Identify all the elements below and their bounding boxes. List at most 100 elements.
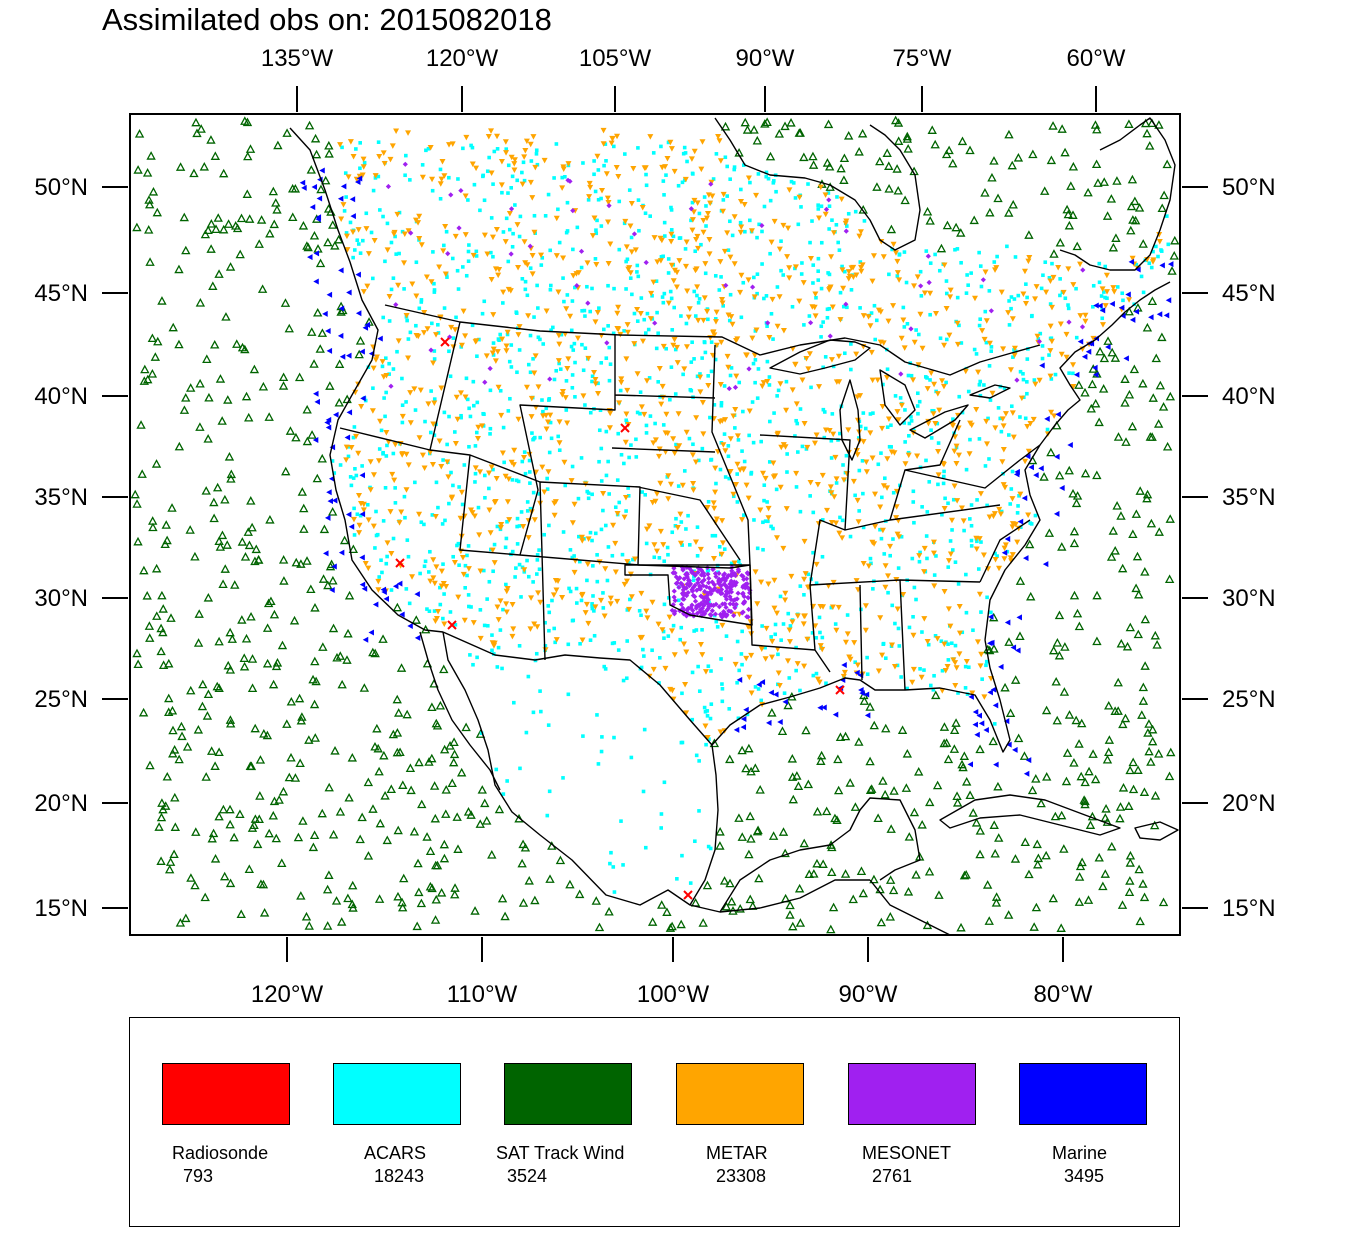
acars-marker (657, 556, 662, 560)
mesonet-marker (712, 611, 719, 617)
acars-marker (857, 509, 861, 513)
acars-marker (936, 482, 940, 487)
metar-marker (769, 296, 776, 303)
sat-track-wind-marker (799, 152, 809, 162)
sat-track-wind-marker (1150, 790, 1161, 800)
acars-marker (485, 623, 490, 628)
acars-marker (531, 580, 535, 584)
acars-marker (779, 239, 783, 243)
mesonet-marker (732, 384, 739, 391)
acars-marker (1015, 511, 1020, 515)
acars-marker (782, 691, 787, 695)
acars-marker (545, 813, 550, 818)
metar-marker (1014, 539, 1021, 546)
acars-marker (642, 654, 646, 658)
sat-track-wind-marker (984, 916, 994, 925)
metar-marker (745, 175, 752, 181)
sat-track-wind-marker (991, 898, 1002, 907)
sat-track-wind-marker (1031, 902, 1042, 912)
sat-track-wind-marker (402, 709, 412, 719)
sat-track-wind-marker (223, 395, 233, 404)
metar-marker (792, 264, 799, 270)
acars-marker (969, 544, 974, 548)
acars-marker (713, 274, 718, 278)
acars-marker (596, 168, 601, 172)
metar-marker (524, 262, 531, 268)
sat-track-wind-marker (219, 871, 230, 881)
metar-marker (492, 358, 499, 364)
metar-marker (438, 568, 445, 575)
marine-marker (323, 550, 329, 557)
acars-marker (467, 243, 471, 247)
metar-marker (794, 613, 801, 619)
mesonet-marker (741, 593, 747, 600)
metar-marker (919, 345, 926, 352)
acars-marker (700, 356, 704, 360)
sat-track-wind-marker (198, 679, 208, 689)
metar-marker (451, 560, 458, 566)
acars-marker (669, 205, 673, 210)
marine-marker (1123, 355, 1129, 362)
acars-marker (588, 309, 593, 314)
sat-track-wind-marker (294, 372, 305, 382)
metar-marker (976, 536, 983, 542)
sat-track-wind-marker (889, 786, 899, 795)
acars-marker (532, 213, 537, 218)
acars-marker (821, 407, 826, 412)
acars-marker (984, 340, 989, 345)
acars-marker (599, 196, 603, 201)
acars-marker (408, 178, 412, 182)
metar-marker (372, 173, 379, 179)
sat-track-wind-marker (164, 693, 174, 703)
metar-marker (1002, 411, 1009, 417)
acars-marker (753, 380, 757, 385)
sat-track-wind-marker (262, 730, 273, 740)
marine-marker (1013, 471, 1020, 478)
sat-track-wind-marker (145, 257, 155, 266)
sat-track-wind-marker (497, 893, 508, 903)
sat-track-wind-marker (1153, 419, 1164, 428)
sat-track-wind-marker (1074, 897, 1085, 906)
acars-marker (983, 464, 988, 468)
acars-marker (799, 205, 803, 209)
metar-marker (427, 145, 434, 151)
sat-track-wind-marker (317, 453, 327, 463)
sat-track-wind-marker (1080, 777, 1090, 787)
acars-marker (441, 458, 445, 462)
marine-marker (766, 719, 772, 726)
sat-track-wind-marker (1004, 129, 1014, 139)
acars-marker (451, 336, 456, 340)
sat-track-wind-marker (927, 125, 937, 134)
metar-marker (732, 661, 739, 668)
acars-marker (924, 249, 929, 253)
acars-marker (423, 559, 428, 564)
metar-marker (766, 334, 773, 341)
acars-marker (431, 250, 435, 254)
sat-track-wind-marker (307, 430, 317, 439)
mesonet-marker (980, 277, 986, 283)
metar-marker (461, 617, 468, 624)
acars-marker (429, 389, 433, 393)
metar-marker (934, 391, 941, 397)
acars-marker (629, 235, 634, 240)
acars-marker (676, 183, 681, 188)
metar-marker (490, 312, 497, 318)
acars-marker (560, 175, 565, 180)
acars-marker (508, 396, 512, 401)
sat-track-wind-marker (961, 869, 971, 879)
acars-marker (561, 276, 565, 280)
acars-marker (604, 429, 609, 434)
sat-track-wind-marker (237, 342, 248, 352)
sat-track-wind-marker (545, 874, 555, 883)
acars-marker (1156, 254, 1160, 259)
acars-marker (590, 604, 594, 609)
acars-marker (718, 467, 723, 472)
acars-marker (539, 709, 543, 714)
acars-marker (821, 320, 825, 324)
mesonet-marker (728, 578, 734, 584)
sat-track-wind-marker (222, 540, 232, 549)
metar-marker (694, 200, 701, 206)
sat-track-wind-marker (298, 816, 308, 825)
acars-marker (674, 442, 678, 447)
metar-marker (924, 638, 931, 645)
